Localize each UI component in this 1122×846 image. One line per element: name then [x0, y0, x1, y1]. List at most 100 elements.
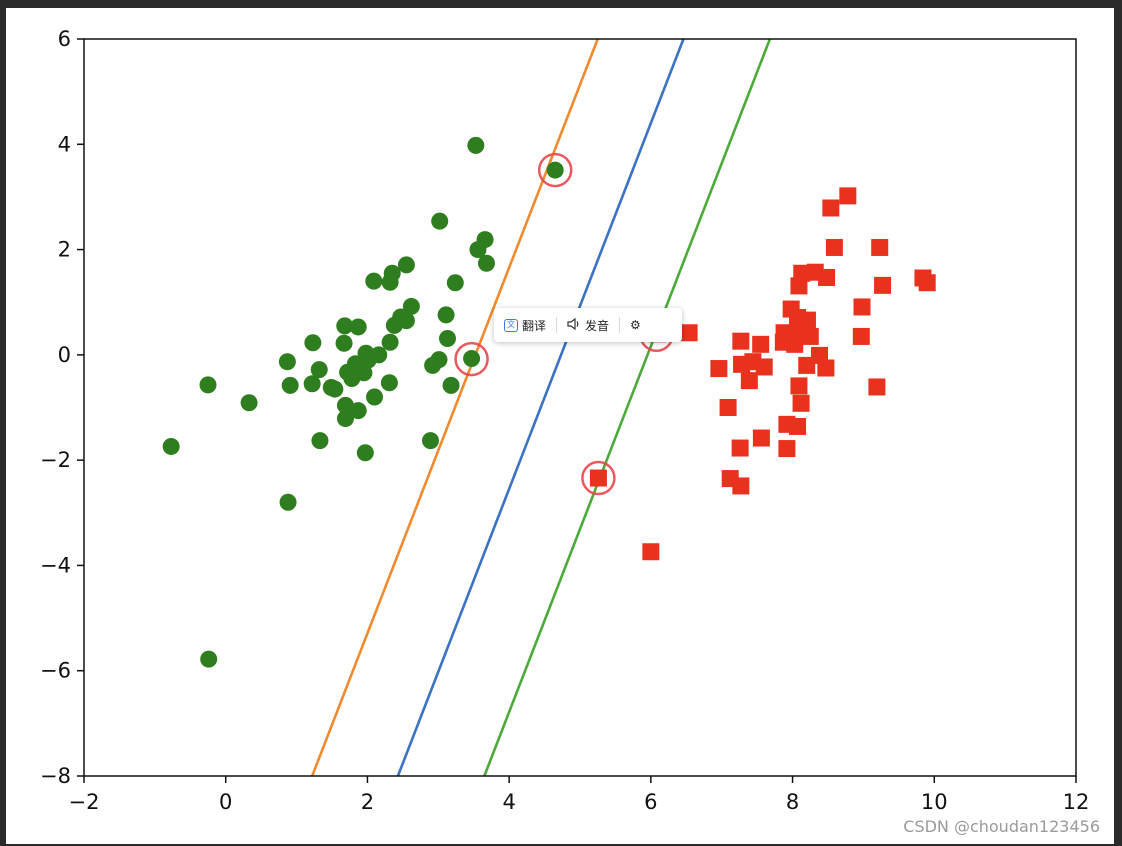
x-tick-label: 12 — [1063, 790, 1090, 814]
point-class-a — [366, 388, 384, 406]
point-class-a — [311, 432, 329, 450]
point-class-a — [381, 273, 399, 291]
point-class-a — [349, 402, 367, 420]
scatter-plot: −2 0 2 4 6 8 10 12 −8 −6 −4 −2 0 2 4 6 — [40, 27, 1090, 814]
y-tick-label: 6 — [58, 27, 71, 51]
point-class-b — [918, 274, 936, 292]
decision-line-0 — [310, 39, 599, 776]
point-class-b — [589, 469, 607, 487]
point-class-a — [240, 394, 258, 412]
support-vector-circle — [537, 152, 573, 188]
x-axis: −2 0 2 4 6 8 10 12 — [69, 776, 1090, 814]
x-tick-label: 4 — [502, 790, 515, 814]
point-class-a — [442, 376, 460, 394]
point-class-a — [310, 361, 328, 379]
point-class-a — [546, 161, 564, 179]
x-tick-label: 0 — [219, 790, 232, 814]
point-class-b — [719, 399, 737, 416]
point-class-b — [868, 378, 886, 396]
translate-icon: 文 — [504, 318, 518, 332]
point-class-a — [200, 650, 218, 668]
point-class-a — [402, 297, 420, 315]
point-class-a — [335, 334, 353, 352]
chart-panel: −2 0 2 4 6 8 10 12 −8 −6 −4 −2 0 2 4 6 文 翻译 发音 ⚙ CSDN … — [6, 8, 1114, 844]
point-class-a — [463, 350, 481, 368]
point-class-b — [801, 327, 819, 345]
point-class-b — [732, 332, 750, 350]
point-class-b — [871, 238, 889, 256]
point-class-a — [356, 444, 374, 462]
point-class-a — [336, 410, 354, 428]
point-class-b — [710, 360, 728, 378]
point-class-b — [752, 429, 770, 447]
support-vector-circle — [581, 460, 616, 496]
point-class-a — [326, 380, 344, 398]
point-class-a — [424, 356, 442, 374]
popup-divider — [619, 317, 621, 333]
point-class-a — [438, 330, 456, 348]
point-class-b — [732, 477, 750, 495]
point-class-a — [336, 317, 354, 335]
translate-button[interactable]: 文 翻译 — [504, 317, 546, 334]
point-class-b — [789, 417, 807, 435]
point-class-a — [162, 437, 180, 455]
point-class-b — [752, 335, 770, 353]
point-class-a — [304, 334, 322, 352]
settings-button[interactable]: ⚙ — [630, 319, 641, 331]
point-class-a — [385, 316, 403, 334]
popup-divider — [556, 317, 558, 333]
point-class-b — [818, 268, 836, 286]
support-vector-circle — [454, 341, 489, 377]
plot-area — [162, 39, 936, 776]
point-class-b — [731, 439, 749, 457]
point-class-b — [874, 276, 892, 294]
plot-frame — [83, 38, 1077, 777]
point-class-a — [477, 254, 495, 272]
y-tick-label: 2 — [58, 238, 71, 262]
point-class-a — [446, 274, 464, 292]
speak-button[interactable]: 发音 — [567, 317, 609, 334]
y-tick-label: −2 — [40, 448, 71, 472]
point-class-a — [303, 375, 321, 393]
point-class-b — [798, 311, 816, 329]
point-class-b — [642, 543, 660, 561]
x-tick-label: 8 — [786, 790, 799, 814]
gear-icon: ⚙ — [630, 318, 641, 332]
y-tick-label: −6 — [40, 659, 71, 683]
point-class-a — [431, 212, 449, 230]
point-class-a — [365, 272, 383, 290]
point-class-b — [852, 327, 870, 345]
point-class-a — [343, 370, 361, 388]
y-axis: −8 −6 −4 −2 0 2 4 6 — [40, 27, 84, 788]
y-tick-label: 4 — [58, 132, 71, 156]
point-class-b — [817, 359, 835, 377]
point-class-a — [281, 376, 299, 394]
y-tick-label: −4 — [40, 553, 71, 577]
point-class-b — [825, 238, 843, 256]
point-class-b — [839, 187, 857, 205]
speaker-icon — [567, 317, 581, 332]
point-class-a — [467, 136, 485, 154]
translate-popup: 文 翻译 发音 ⚙ — [494, 308, 682, 342]
y-tick-label: 0 — [58, 343, 71, 367]
decision-line-1 — [396, 39, 685, 776]
point-class-b — [778, 440, 796, 458]
point-class-b — [792, 394, 810, 412]
x-tick-label: 10 — [921, 790, 948, 814]
point-class-a — [336, 396, 354, 414]
point-class-a — [380, 374, 398, 392]
decision-line-2 — [483, 39, 772, 776]
point-class-a — [397, 256, 415, 274]
x-tick-label: 2 — [361, 790, 374, 814]
point-class-b — [733, 355, 751, 373]
point-class-a — [279, 493, 297, 511]
point-class-b — [740, 372, 758, 390]
point-class-a — [437, 306, 455, 324]
point-class-a — [278, 353, 296, 371]
point-class-b — [786, 335, 804, 353]
point-class-b — [798, 356, 816, 374]
translate-label: 翻译 — [522, 318, 547, 333]
point-class-b — [853, 298, 871, 316]
point-class-b — [755, 358, 773, 376]
point-class-a — [349, 318, 367, 336]
